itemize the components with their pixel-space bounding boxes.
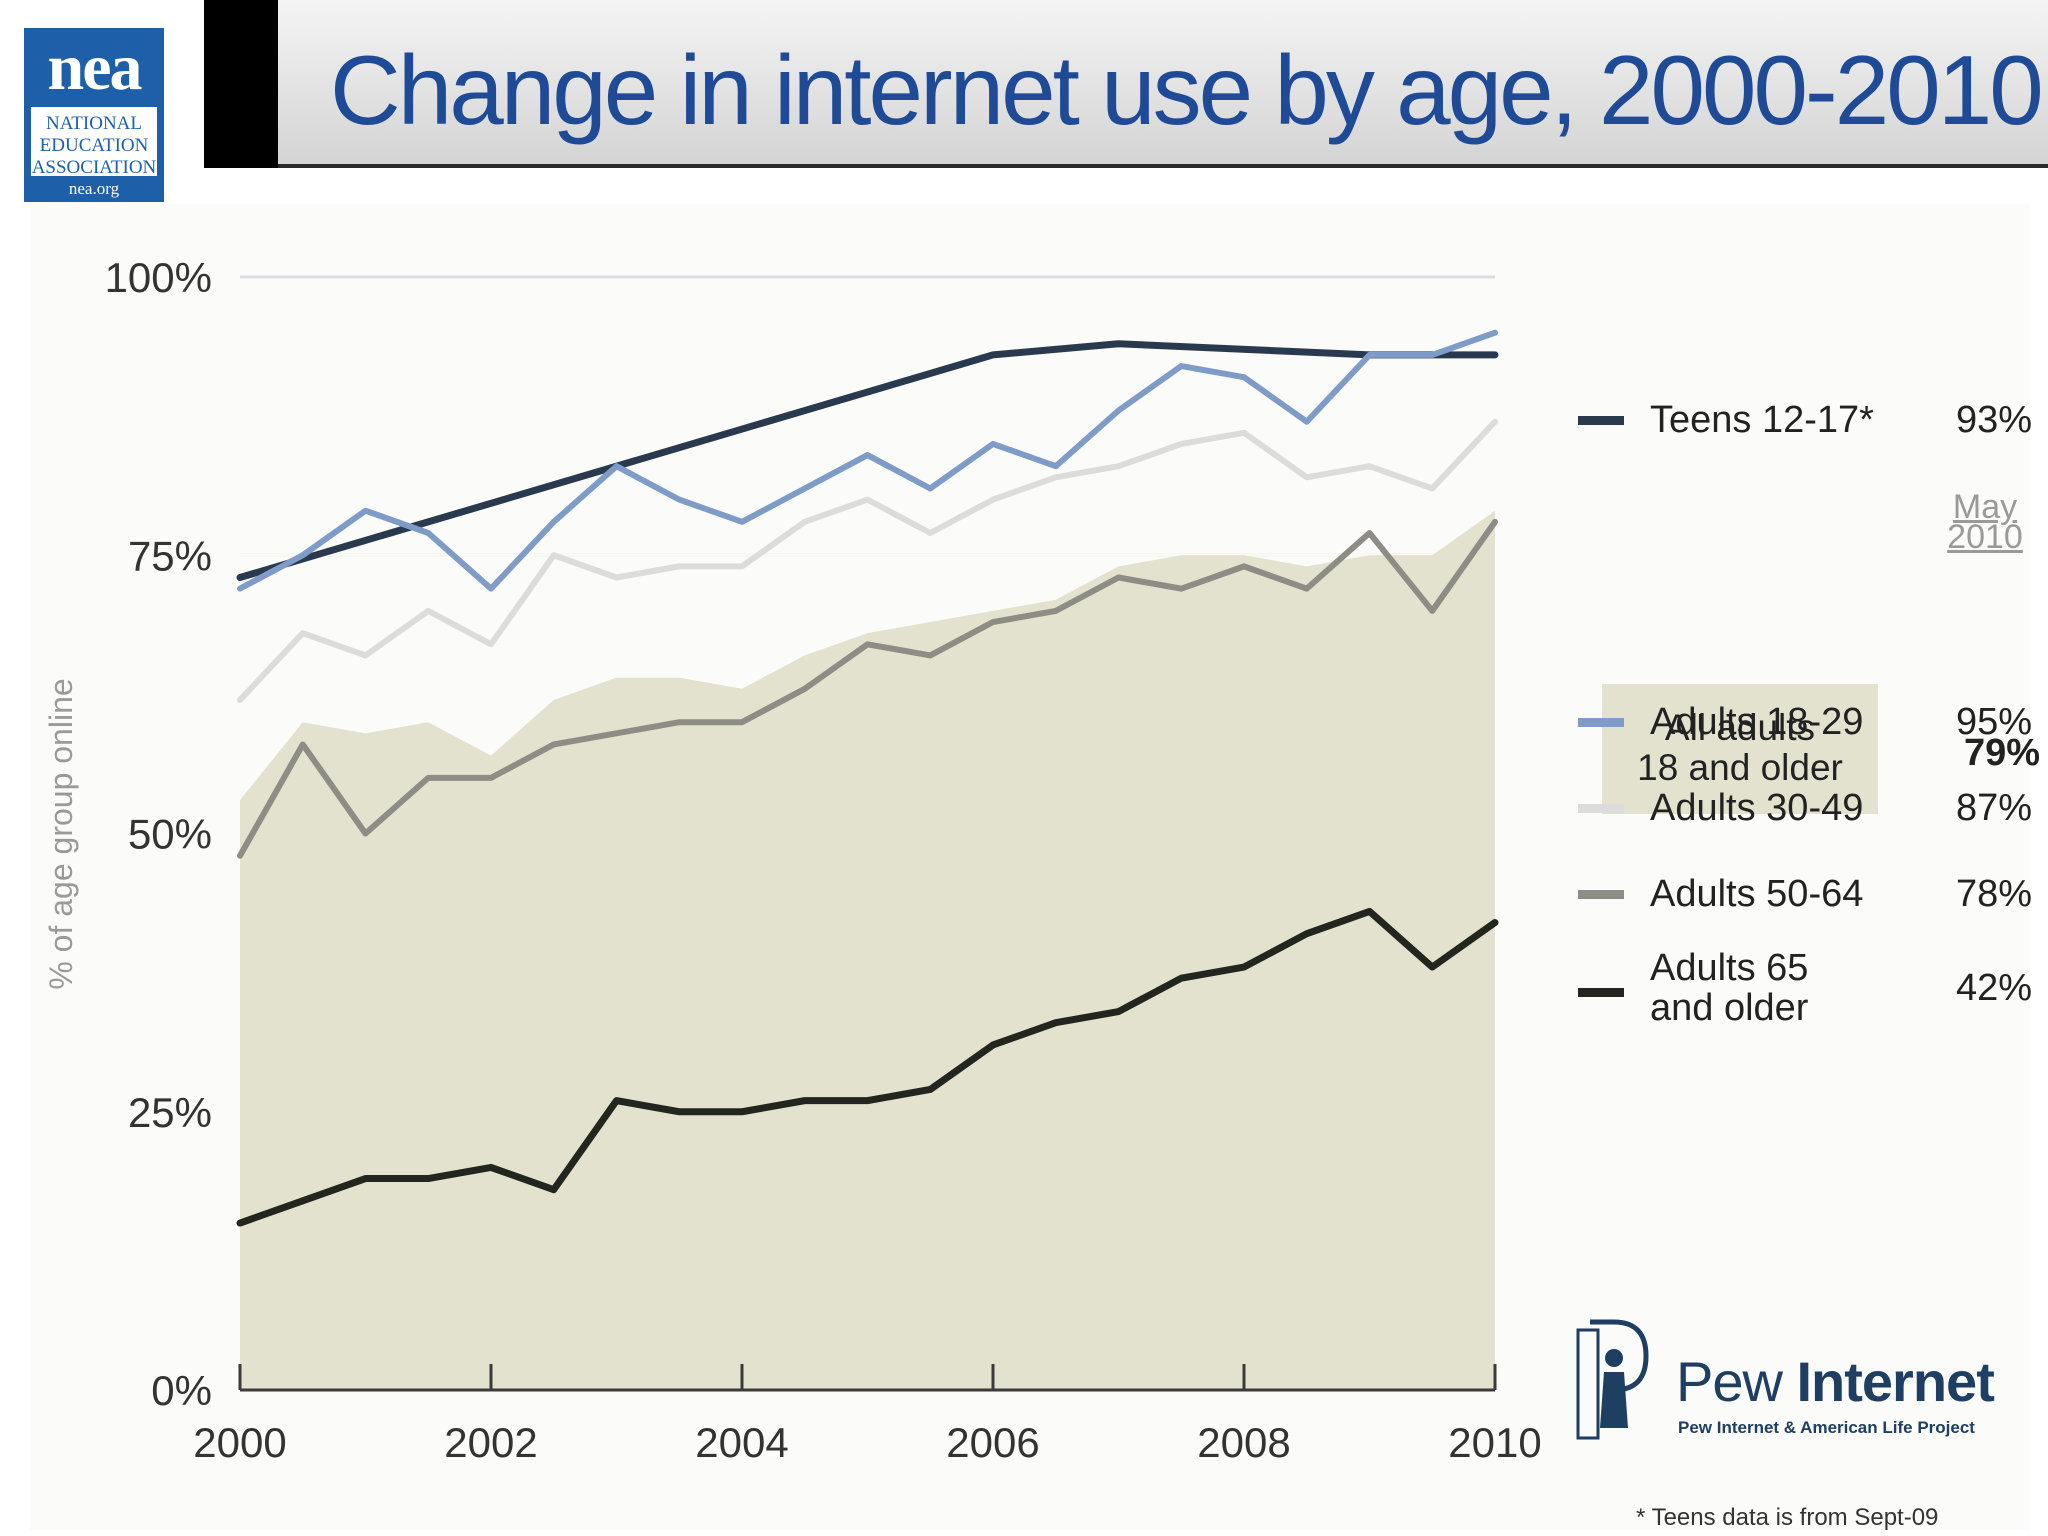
legend-swatch (1578, 718, 1624, 727)
y-tick-label: 25% (128, 1089, 212, 1136)
nea-logo-mark: nea (47, 31, 143, 104)
pew-tagline: Pew Internet & American Life Project (1678, 1418, 1975, 1437)
title-accent-block (204, 0, 278, 168)
x-tick-label: 2004 (695, 1419, 788, 1466)
axes (238, 1364, 1497, 1392)
nea-logo-url: nea.org (24, 176, 164, 202)
series-line (237, 518, 1498, 859)
all-adults-area-fill (240, 510, 1495, 1391)
chart-panel: 2000 2002 2004 2006 2008 2010 0% 25% 50% 75% 100%%… (30, 204, 2040, 1531)
legend-label: Adults 30-49 (1650, 787, 1864, 829)
all-adults-value: 79% (1963, 732, 2040, 774)
line-chart: 2000 2002 2004 2006 2008 2010 0% 25% 50% 75% 100%%… (43, 254, 1540, 1466)
y-tick-label: 50% (128, 811, 212, 858)
series-line (236, 907, 1499, 1227)
all-adults-label-line: All adults (1664, 707, 1816, 748)
legend-swatch (1578, 416, 1624, 425)
legend-label-line: Adults 65 (1650, 947, 1809, 989)
legend-value: 42% (1955, 967, 2032, 1009)
teens-footnote: * Teens data is from Sept-09 (1636, 1504, 1939, 1531)
all-adults-label: All adults 18 and older (1602, 708, 1878, 788)
legend-header-month: May (1952, 488, 2018, 526)
all-adults-area (240, 510, 1495, 1391)
y-tick-label: 100% (105, 254, 212, 301)
pew-internet-logo: Pew Internet Pew Internet & American Lif… (1570, 1316, 2020, 1456)
y-tick-label: 0% (151, 1367, 212, 1414)
y-axis-label: % of age group online (43, 678, 79, 989)
all-adults-legend-box: All adults 18 and older (1602, 684, 1878, 814)
series-line (236, 340, 1499, 582)
legend-header-year: 2010 (1947, 518, 2023, 556)
legend-header: May 2010 (1930, 488, 2040, 556)
x-tick-label: 2010 (1448, 1419, 1540, 1466)
x-tick-label: 2008 (1197, 1419, 1290, 1466)
legend-label: Teens 12-17* (1650, 399, 1874, 441)
series-line (237, 418, 1498, 703)
tick-labels: 2000 2002 2004 2006 2008 2010 0% 25% 50% 75% 100%%… (43, 254, 1540, 1466)
pew-name-light: Pew (1676, 1350, 1783, 1413)
pew-name: Pew Internet (1676, 1350, 1995, 1413)
pew-name-bold: Internet (1796, 1350, 1995, 1413)
series-lines (236, 329, 1499, 1227)
page-title: Change in internet use by age, 2000-2010 (330, 35, 2044, 145)
legend-value: 78% (1955, 873, 2032, 915)
title-bar (204, 0, 2048, 168)
legend-swatch (1578, 890, 1624, 899)
series-line (237, 329, 1498, 592)
legend-swatch (1578, 988, 1624, 997)
x-tick-label: 2002 (444, 1419, 537, 1466)
nea-logo-name-line: EDUCATION (39, 135, 149, 156)
legend-label: Adults 65 and older (1650, 948, 1808, 1028)
pew-icon (1576, 1319, 1649, 1440)
y-tick-label: 75% (128, 532, 212, 579)
legend-label-line: and older (1650, 987, 1809, 1029)
legend-label: Adults 50-64 (1650, 873, 1864, 915)
x-tick-label: 2000 (193, 1419, 286, 1466)
nea-logo-name-line: ASSOCIATION (31, 157, 157, 178)
x-tick-label: 2006 (946, 1419, 1039, 1466)
all-adults-label-line: 18 and older (1637, 747, 1843, 788)
legend-value: 95% (1955, 701, 2032, 743)
legend-value: 93% (1955, 399, 2032, 441)
nea-logo-name-line: NATIONAL (45, 113, 143, 134)
legend-swatch (1578, 804, 1624, 813)
legend-label: Adults 18-29 (1650, 701, 1864, 743)
legend-value: 87% (1955, 787, 2032, 829)
